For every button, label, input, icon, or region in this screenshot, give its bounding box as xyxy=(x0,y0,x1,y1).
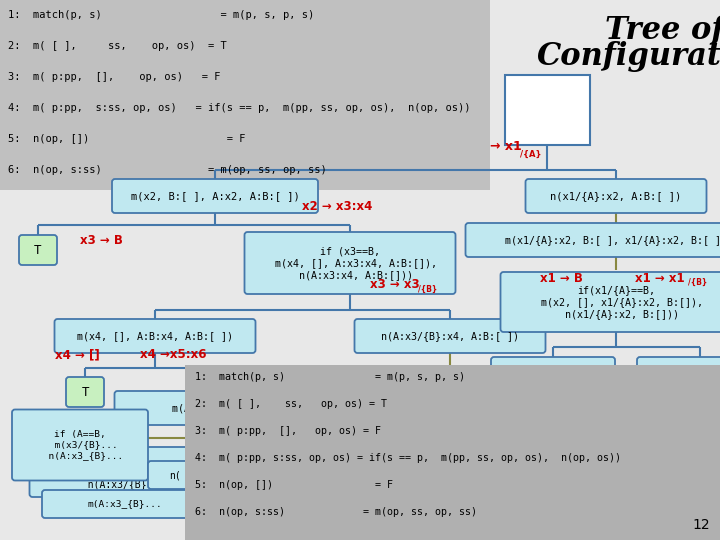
Text: m(A:x3/{B}...: m(A:x3/{B}... xyxy=(282,495,358,505)
FancyBboxPatch shape xyxy=(42,490,208,518)
Text: 6:  n(op, s:ss)             = m(op, ss, op, ss): 6: n(op, s:ss) = m(op, ss, op, ss) xyxy=(195,507,477,517)
Text: if (A==B,
  m(x3/{B}...
  n(A:x3/{B}...: if (A==B, m(x3/{B}... n(A:x3/{B}... xyxy=(76,455,164,489)
FancyBboxPatch shape xyxy=(114,391,475,425)
Text: 2:  m( [ ],    ss,   op, os) = T: 2: m( [ ], ss, op, os) = T xyxy=(195,399,387,409)
Text: 5:  n(op, [])                 = F: 5: n(op, []) = F xyxy=(195,480,393,490)
Text: m(x2, B:[ ], A:x2, A:B:[ ]): m(x2, B:[ ], A:x2, A:B:[ ]) xyxy=(130,191,300,201)
FancyBboxPatch shape xyxy=(66,377,104,407)
FancyBboxPatch shape xyxy=(354,319,546,353)
Text: if (x3==B,
  m(x4, [], A:x3:x4, A:B:[]),
  n(A:x3:x4, A:B:[])): if (x3==B, m(x4, [], A:x3:x4, A:B:[]), n… xyxy=(263,246,437,280)
Text: x2 → x3:x4: x2 → x3:x4 xyxy=(302,200,372,213)
Text: x1 → B: x1 → B xyxy=(540,272,583,285)
Text: 1:  match(p, s)                   = m(p, s, p, s): 1: match(p, s) = m(p, s, p, s) xyxy=(8,10,314,20)
Text: 6:  n(op, s:ss)                 = m(op, ss, op, ss): 6: n(op, s:ss) = m(op, ss, op, ss) xyxy=(8,165,327,175)
Text: 2:  m( [ ],     ss,    op, os)  = T: 2: m( [ ], ss, op, os) = T xyxy=(8,41,227,51)
FancyBboxPatch shape xyxy=(30,447,210,497)
Text: m(A:x3/{B}:x4, B:[ ], A:x3/{B}:x4, B:[ ]): m(A:x3/{B}:x4, B:[ ], A:x3/{B}:x4, B:[ ]… xyxy=(172,403,418,413)
FancyBboxPatch shape xyxy=(201,377,239,407)
FancyBboxPatch shape xyxy=(286,450,344,478)
Text: /{A}: /{A} xyxy=(520,150,541,159)
Text: n(: n( xyxy=(309,459,321,469)
FancyBboxPatch shape xyxy=(466,223,720,257)
Text: T: T xyxy=(81,386,89,399)
Text: 5:  n(op, [])                      = F: 5: n(op, []) = F xyxy=(8,134,246,144)
Text: x4 → []: x4 → [] xyxy=(55,348,100,361)
Text: if(x1/{A}==B,
  m(x2, [], x1/{A}:x2, B:[]),
  n(x1/{A}:x2, B:[])): if(x1/{A}==B, m(x2, [], x1/{A}:x2, B:[])… xyxy=(529,286,703,319)
FancyBboxPatch shape xyxy=(637,357,720,407)
Text: n(x1/{A,B}:x2,
  B:[ ]): n(x1/{A,B}:x2, B:[ ]) xyxy=(658,371,720,393)
Text: 1:  match(p, s)               = m(p, s, p, s): 1: match(p, s) = m(p, s, p, s) xyxy=(195,372,465,382)
FancyBboxPatch shape xyxy=(55,319,256,353)
Text: 3:  m( p:pp,  [],    op, os)   = F: 3: m( p:pp, [], op, os) = F xyxy=(8,72,220,82)
Text: x3 → B: x3 → B xyxy=(80,234,123,247)
FancyBboxPatch shape xyxy=(19,235,57,265)
FancyBboxPatch shape xyxy=(245,232,456,294)
Text: 4:  m( p:pp,  s:ss, op, os)   = if(s == p,  m(pp, ss, op, os),  n(op, os)): 4: m( p:pp, s:ss, op, os) = if(s == p, m… xyxy=(8,103,470,113)
Text: F: F xyxy=(216,386,224,399)
FancyBboxPatch shape xyxy=(500,272,720,332)
Text: x4 →x5:x6: x4 →x5:x6 xyxy=(140,348,207,361)
Text: m(A:x3_{B}...: m(A:x3_{B}... xyxy=(88,500,163,509)
Text: /{B}: /{B} xyxy=(688,278,707,287)
Text: T: T xyxy=(35,244,42,256)
Text: 3:  m( p:pp,  [],   op, os) = F: 3: m( p:pp, [], op, os) = F xyxy=(195,426,381,436)
FancyBboxPatch shape xyxy=(112,179,318,213)
Text: m(x4, [], A:B:x4, A:B:[ ]): m(x4, [], A:B:x4, A:B:[ ]) xyxy=(77,331,233,341)
Bar xyxy=(505,75,590,145)
Text: /{B}: /{B} xyxy=(418,285,437,294)
Bar xyxy=(185,365,720,540)
Text: Configurations: Configurations xyxy=(537,41,720,72)
FancyBboxPatch shape xyxy=(526,179,706,213)
Text: if (A==B,
  m(x3/{B}...
  n(A:x3_{B}...: if (A==B, m(x3/{B}... n(A:x3_{B}... xyxy=(37,430,123,460)
FancyBboxPatch shape xyxy=(12,409,148,481)
Text: n(: n( xyxy=(169,470,181,480)
Text: x3 → x3: x3 → x3 xyxy=(370,279,420,292)
Text: m(x1/{A}:x2, B:[ ], x1/{A}:x2, B:[ ]): m(x1/{A}:x2, B:[ ], x1/{A}:x2, B:[ ]) xyxy=(505,235,720,245)
Text: x2 →x7:x8: x2 →x7:x8 xyxy=(580,402,639,412)
Bar xyxy=(0,0,490,190)
Text: x2 → []: x2 → [] xyxy=(508,402,547,412)
Text: 4:  m( p:pp, s:ss, op, os) = if(s == p,  m(pp, ss, op, os),  n(op, os)): 4: m( p:pp, s:ss, op, os) = if(s == p, m… xyxy=(195,453,621,463)
Text: n(x1/{A}:x2, A:B:[ ]): n(x1/{A}:x2, A:B:[ ]) xyxy=(550,191,682,201)
FancyBboxPatch shape xyxy=(148,461,202,489)
Text: → x1: → x1 xyxy=(490,140,522,153)
FancyBboxPatch shape xyxy=(491,357,615,407)
Text: 12: 12 xyxy=(693,518,710,532)
Text: m(x2, [],
  B:x2, B:[ ]): m(x2, [], B:x2, B:[ ]) xyxy=(511,371,595,393)
FancyBboxPatch shape xyxy=(217,486,423,514)
Text: Tree of: Tree of xyxy=(606,14,720,45)
Text: n(A:x3/{B}:x4, A:B:[ ]): n(A:x3/{B}:x4, A:B:[ ]) xyxy=(381,331,519,341)
Text: x1 → x1: x1 → x1 xyxy=(635,272,685,285)
